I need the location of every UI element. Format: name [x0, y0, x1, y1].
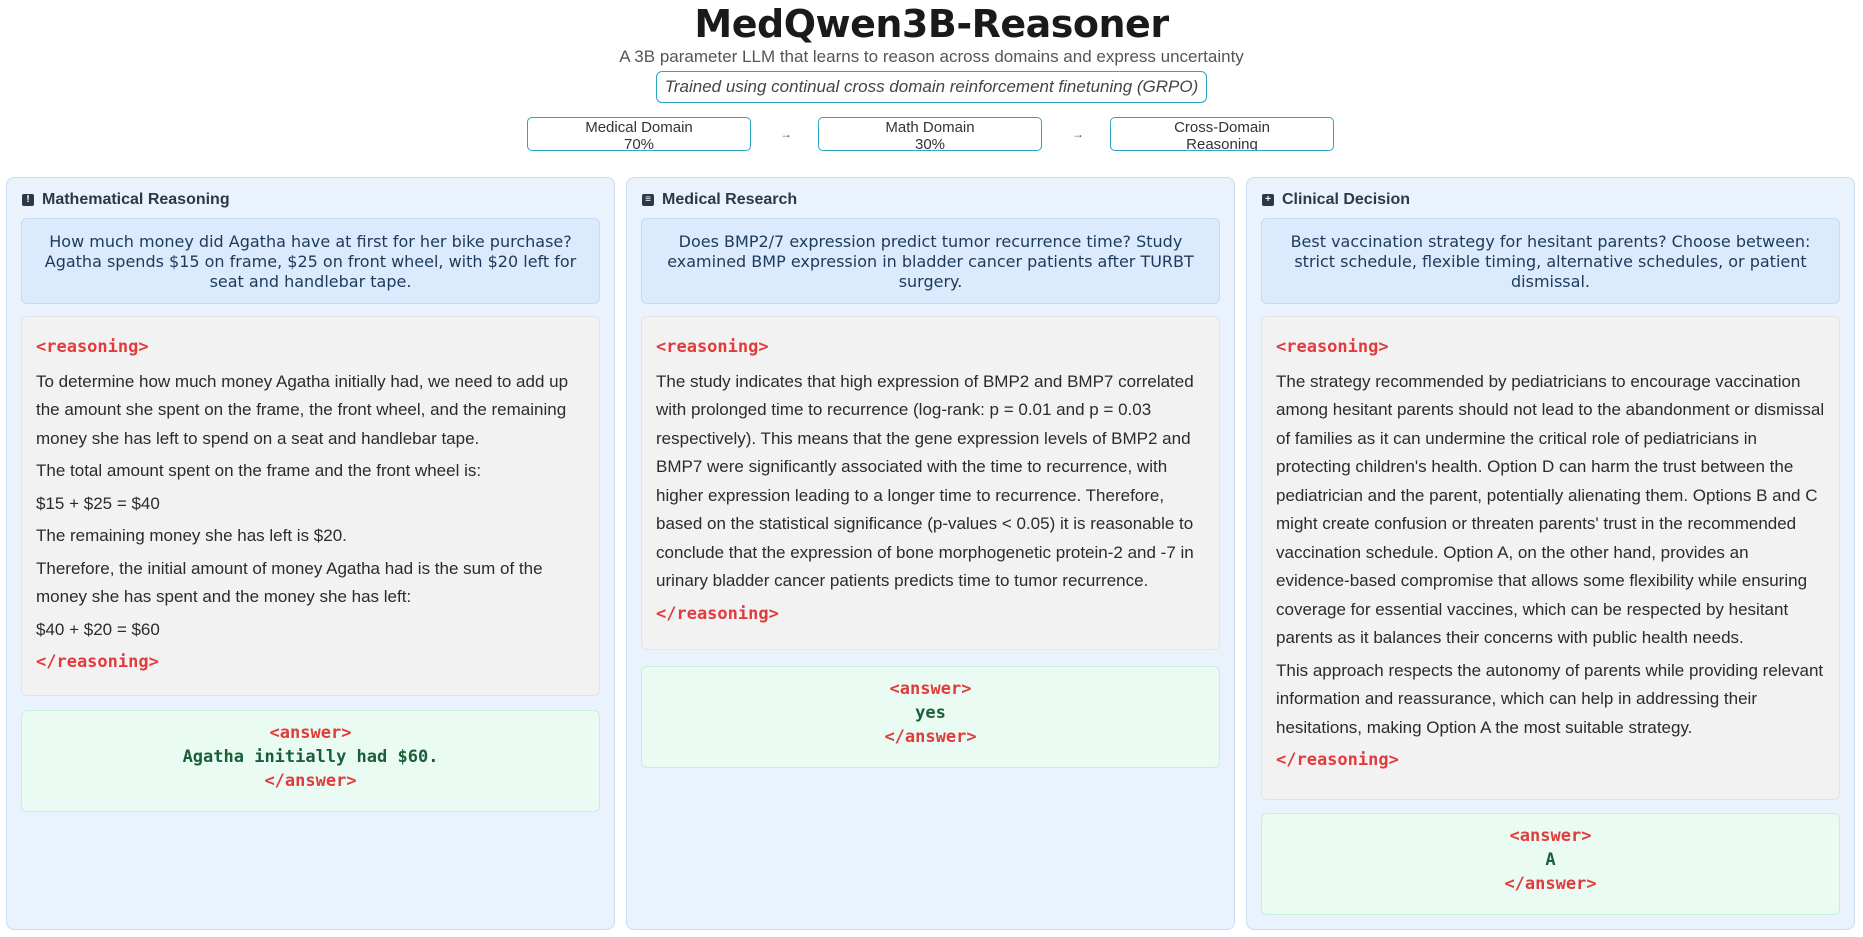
page-subtitle: A 3B parameter LLM that learns to reason…: [619, 47, 1244, 66]
answer-close-tag: </answer>: [1504, 874, 1597, 894]
answer-close-tag: </answer>: [884, 727, 977, 747]
answer-box: <answer> Agatha initially had $60. </ans…: [21, 710, 600, 812]
reasoning-paragraph: The study indicates that high expression…: [656, 371, 1194, 591]
reasoning-close-tag: </reasoning>: [36, 652, 159, 672]
answer-open-tag: <answer>: [1509, 826, 1592, 846]
reasoning-paragraph: Therefore, the initial amount of money A…: [36, 558, 543, 607]
answer-close-tag: </answer>: [264, 771, 357, 791]
reasoning-box: <reasoning> The strategy recommended by …: [1261, 316, 1840, 800]
answer-value: Agatha initially had $60.: [182, 747, 439, 767]
alert-icon: !: [22, 194, 34, 206]
document-icon: ≡: [642, 194, 654, 206]
reasoning-close-tag: </reasoning>: [656, 603, 779, 624]
training-badge: Trained using continual cross domain rei…: [655, 71, 1208, 103]
reasoning-paragraph: To determine how much money Agatha initi…: [36, 371, 569, 448]
reasoning-paragraph: The remaining money she has left is $20.: [36, 526, 347, 545]
answer-box: <answer> yes </answer>: [641, 666, 1220, 768]
pipeline-step-label: Medical Domain: [585, 119, 693, 136]
pipeline-step-value: 70%: [623, 136, 655, 151]
question-box: Best vaccination strategy for hesitant p…: [1261, 218, 1840, 304]
pipeline-step-cross-domain: Cross-Domain Reasoning: [1110, 117, 1334, 151]
page-title: MedQwen3B-Reasoner: [694, 2, 1169, 46]
pipeline-step-value: 30%: [914, 136, 946, 151]
reasoning-open-tag: <reasoning>: [36, 337, 149, 357]
answer-open-tag: <answer>: [889, 679, 972, 699]
pipeline-step-math: Math Domain 30%: [818, 117, 1042, 151]
reasoning-open-tag: <reasoning>: [656, 337, 769, 357]
question-box: How much money did Agatha have at first …: [21, 218, 600, 304]
panel-mathematical-reasoning: ! Mathematical Reasoning How much money …: [6, 177, 615, 930]
reasoning-box: <reasoning> The study indicates that hig…: [641, 316, 1220, 650]
panel-header: ≡ Medical Research: [642, 191, 797, 209]
answer-value: A: [1545, 850, 1556, 870]
question-box: Does BMP2/7 expression predict tumor rec…: [641, 218, 1220, 304]
reasoning-paragraph: The strategy recommended by pediatrician…: [1276, 371, 1825, 648]
reasoning-open-tag: <reasoning>: [1276, 337, 1389, 357]
arrow-right-icon: →: [780, 127, 792, 141]
reasoning-paragraph: $40 + $20 = $60: [36, 619, 160, 639]
answer-open-tag: <answer>: [269, 723, 352, 743]
panel-title: Clinical Decision: [1282, 191, 1411, 208]
reasoning-box: <reasoning> To determine how much money …: [21, 316, 600, 696]
pipeline-step-label: Cross-Domain: [1174, 119, 1270, 136]
reasoning-paragraph: This approach respects the autonomy of p…: [1276, 660, 1824, 737]
panel-header: ! Mathematical Reasoning: [22, 191, 230, 209]
training-pipeline: Medical Domain 70% → Math Domain 30% → C…: [0, 117, 1863, 153]
reasoning-paragraph: $15 + $25 = $40: [36, 493, 160, 513]
pipeline-step-medical: Medical Domain 70%: [527, 117, 751, 151]
plus-square-icon: +: [1262, 194, 1274, 206]
reasoning-close-tag: </reasoning>: [1276, 750, 1399, 770]
panel-clinical-decision: + Clinical Decision Best vaccination str…: [1246, 177, 1855, 930]
reasoning-paragraph: The total amount spent on the frame and …: [36, 461, 482, 480]
pipeline-step-value: Reasoning: [1186, 136, 1258, 151]
panel-medical-research: ≡ Medical Research Does BMP2/7 expressio…: [626, 177, 1235, 930]
panel-title: Mathematical Reasoning: [42, 191, 230, 208]
panel-title: Medical Research: [662, 191, 798, 208]
answer-value: yes: [915, 703, 946, 723]
arrow-right-icon: →: [1072, 127, 1084, 141]
answer-box: <answer> A </answer>: [1261, 813, 1840, 915]
pipeline-step-label: Math Domain: [885, 119, 975, 136]
page-header: MedQwen3B-Reasoner A 3B parameter LLM th…: [0, 0, 1863, 176]
panel-header: + Clinical Decision: [1262, 191, 1410, 209]
